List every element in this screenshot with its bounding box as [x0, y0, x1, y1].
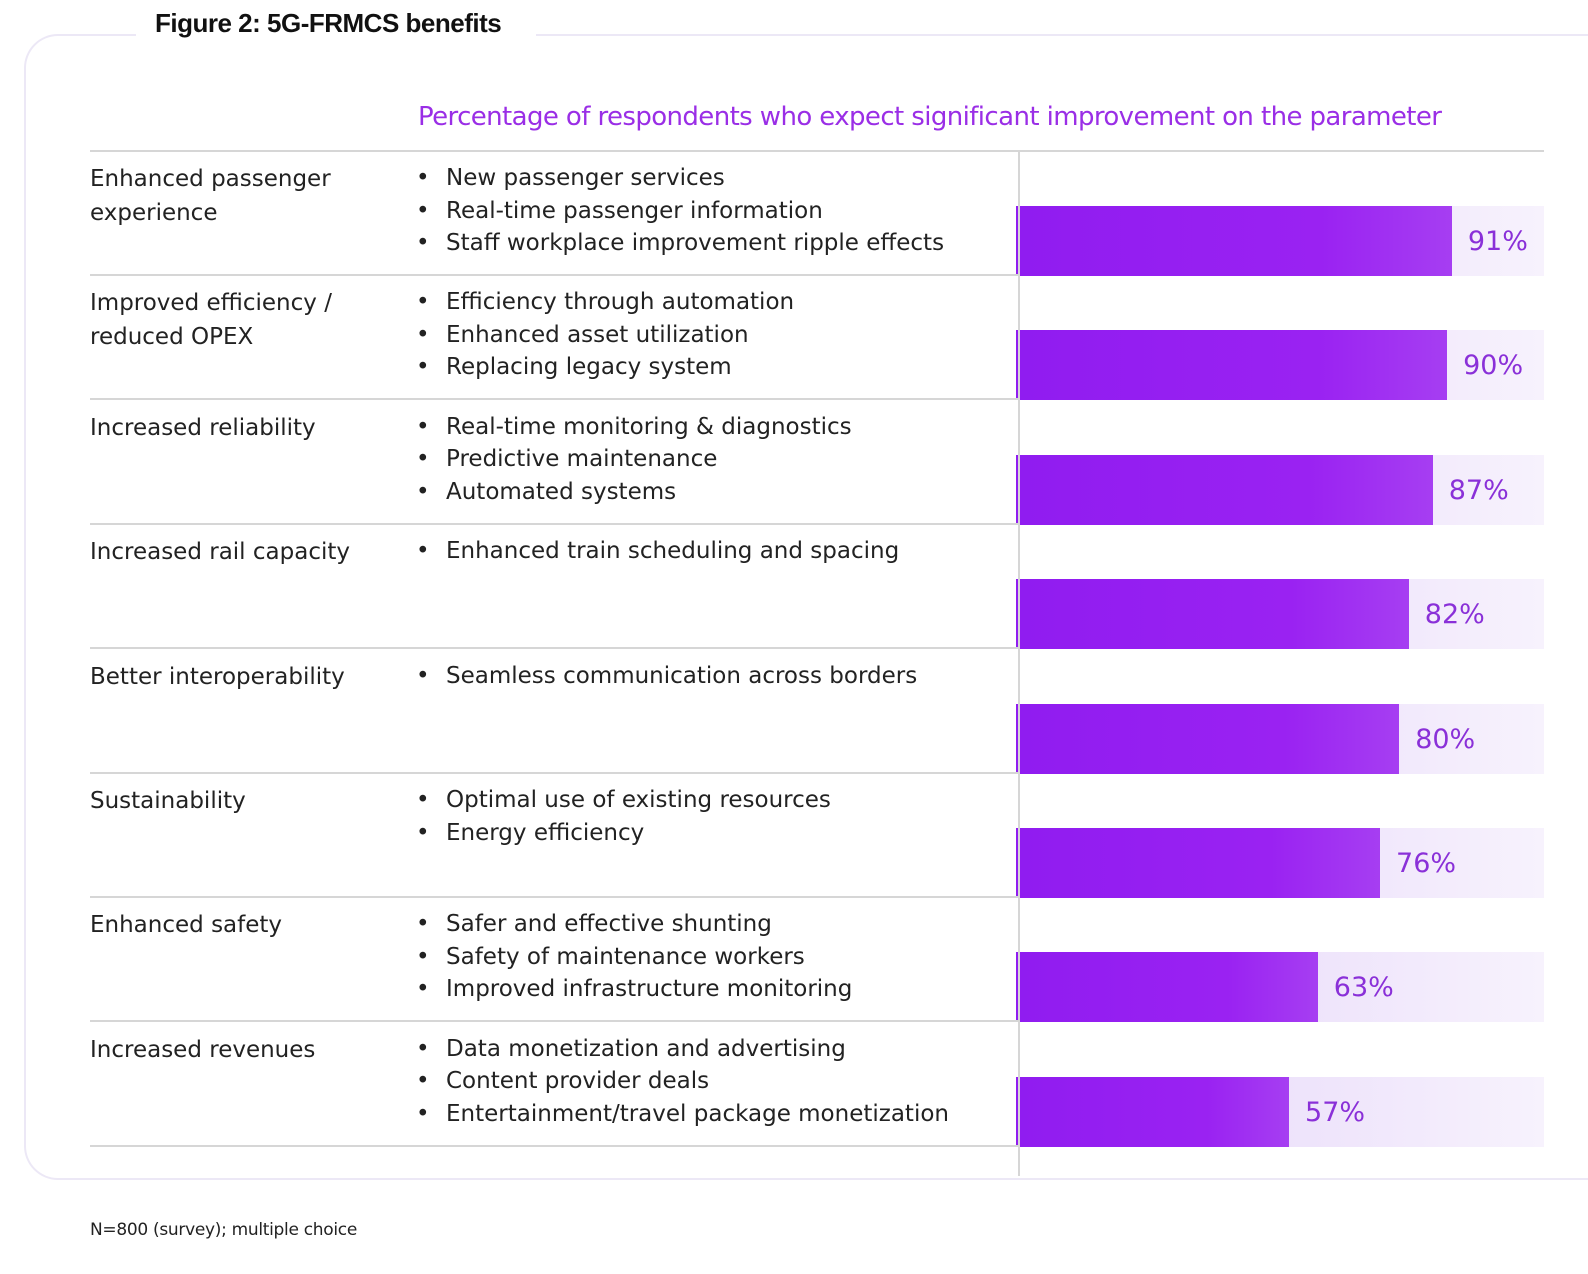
chart-row: Enhanced passenger experience New passeng… [90, 152, 1544, 276]
category-label: Sustainability [90, 788, 246, 814]
detail-item: Real-time monitoring & diagnostics [416, 411, 852, 444]
detail-item: Enhanced asset utilization [416, 319, 794, 352]
bar-track: 82% [1016, 579, 1544, 650]
detail-item: Safer and effective shunting [416, 908, 852, 941]
detail-item: Optimal use of existing resources [416, 784, 831, 817]
chart-row: Enhanced safety Safer and effective shunt… [90, 898, 1544, 1023]
detail-list: Seamless communication across borders [416, 660, 917, 693]
header-divider [90, 150, 1544, 152]
row-divider [90, 522, 1018, 525]
category-label: Increased revenues [90, 1036, 316, 1063]
detail-item: Content provider deals [416, 1065, 949, 1098]
data-label: 87% [1448, 474, 1509, 506]
category-label: Increased reliability [90, 414, 316, 441]
category-label: Enhanced safety [90, 912, 283, 939]
detail-list: Safer and effective shuntingSafety of ma… [416, 908, 852, 1006]
detail-item: Energy efficiency [416, 817, 831, 850]
data-label: 80% [1415, 723, 1476, 755]
figure-frame [24, 34, 1588, 1180]
detail-list: New passenger servicesReal-time passenge… [416, 162, 944, 260]
detail-item: Predictive maintenance [416, 443, 852, 476]
bar [1016, 952, 1318, 1023]
chart-row: Better interoperability Seamless communic… [90, 650, 1544, 774]
row-divider [90, 896, 1018, 898]
chart-row: Sustainability Optimal use of existing re… [90, 774, 1544, 898]
detail-item: Enhanced train scheduling and spacing [416, 535, 899, 568]
detail-item: Efficiency through automation [416, 286, 794, 319]
detail-list: Enhanced train scheduling and spacing [416, 535, 899, 568]
detail-item: Staff workplace improvement ripple effec… [416, 227, 944, 260]
bar [1016, 330, 1448, 401]
detail-item: Improved infrastructure monitoring [416, 973, 852, 1006]
footnote: N=800 (survey); multiple choice [90, 1220, 357, 1240]
category-label: Improved efficiency / reduced OPEX [90, 290, 332, 351]
row-divider [90, 398, 1018, 401]
row-divider [90, 1144, 1018, 1147]
detail-item: Data monetization and advertising [416, 1033, 949, 1066]
row-divider [90, 1020, 1018, 1023]
detail-list: Real-time monitoring & diagnosticsPredic… [416, 411, 852, 509]
detail-item: Entertainment/travel package monetizatio… [416, 1098, 949, 1131]
row-divider [90, 771, 1018, 774]
data-label: 90% [1463, 350, 1524, 382]
chart-row: Increased revenues Data monetization and … [90, 1023, 1544, 1147]
detail-item: Automated systems [416, 476, 852, 509]
data-label: 63% [1333, 972, 1394, 1004]
data-label: 57% [1305, 1096, 1366, 1128]
bar [1016, 703, 1400, 774]
bar-track: 80% [1016, 703, 1544, 774]
category-label: Increased rail capacity [90, 539, 350, 566]
data-label: 76% [1396, 848, 1457, 879]
bar-track: 90% [1016, 330, 1544, 401]
frame-gap [136, 28, 536, 42]
bar-track: 57% [1016, 1076, 1544, 1147]
bar-track: 76% [1016, 828, 1544, 898]
row-divider [90, 647, 1018, 650]
bar-axis-line [1018, 151, 1020, 1176]
figure-title: Figure 2: 5G-FRMCS benefits [155, 8, 502, 38]
chart-row: Improved efficiency / reduced OPEX Effici… [90, 276, 1544, 401]
bar [1016, 1076, 1290, 1147]
data-label: 82% [1424, 599, 1485, 631]
data-label: 91% [1467, 226, 1528, 257]
bar [1016, 828, 1381, 898]
bar [1016, 579, 1409, 650]
category-label: Enhanced passenger experience [90, 166, 331, 226]
detail-item: New passenger services [416, 162, 944, 195]
category-label: Better interoperability [90, 663, 345, 690]
detail-item: Seamless communication across borders [416, 660, 917, 693]
chart-row: Increased rail capacity Enhanced train sc… [90, 525, 1544, 650]
detail-item: Real-time passenger information [416, 195, 944, 228]
bar-track: 91% [1016, 206, 1544, 276]
detail-item: Replacing legacy system [416, 351, 794, 384]
chart-subtitle: Percentage of respondents who expect sig… [418, 102, 1442, 132]
detail-item: Safety of maintenance workers [416, 941, 852, 974]
bar [1016, 206, 1452, 276]
detail-list: Data monetization and advertisingContent… [416, 1033, 949, 1131]
detail-list: Efficiency through automationEnhanced as… [416, 286, 794, 384]
chart-row: Increased reliability Real-time monitorin… [90, 401, 1544, 525]
detail-list: Optimal use of existing resourcesEnergy … [416, 784, 831, 849]
bar-track: 63% [1016, 952, 1544, 1023]
bar [1016, 454, 1433, 525]
row-divider [90, 274, 1018, 276]
bar-track: 87% [1016, 454, 1544, 525]
